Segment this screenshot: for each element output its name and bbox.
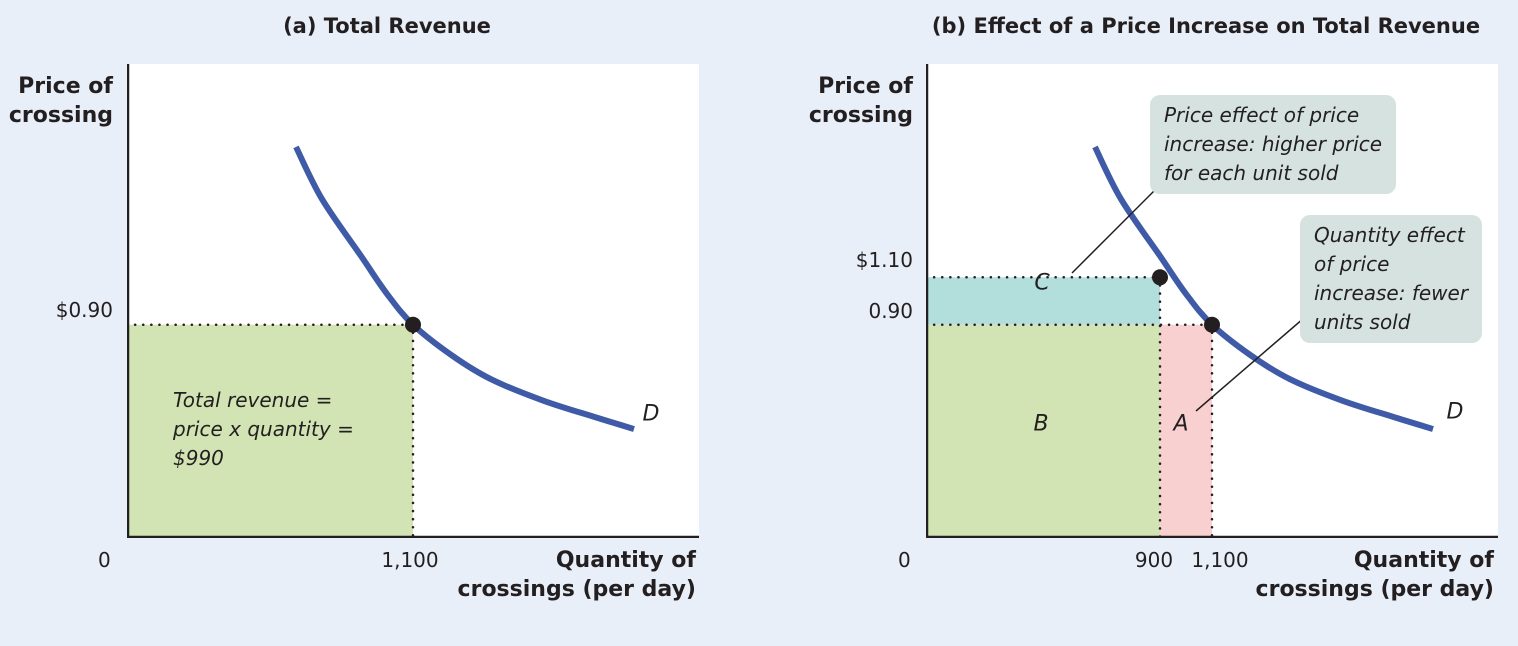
panel-b-demand-label: D (1446, 399, 1464, 425)
panel-a-y-tick-label: $0.90 (55, 298, 113, 322)
panel-b-y-tick-label-low: 0.90 (868, 299, 913, 323)
panel-a-equilibrium-point-0 (405, 316, 421, 333)
panel-b-y-tick-label-high: $1.10 (855, 248, 913, 272)
panel-a-region-total-revenue (127, 324, 413, 538)
panel-b-chart-svg (926, 64, 1498, 538)
price-effect-callout: Price effect of price increase: higher p… (1150, 95, 1397, 194)
panel-b-equilibrium-point-0 (1152, 269, 1168, 286)
price-effect-leader-line (1071, 190, 1155, 274)
panel-b-plot-area: C B A D Price effect of price increase: … (926, 64, 1498, 538)
total-revenue-annotation: Total revenue = price x quantity = $990 (173, 388, 354, 470)
panel-a-demand-label: D (642, 401, 660, 427)
panel-a-chart-svg (127, 64, 699, 538)
quantity-effect-leader-line (1195, 317, 1305, 412)
panel-b-y-axis-label: Price of crossing (808, 74, 913, 128)
region-b-label: B (1033, 411, 1049, 437)
panel-a-title: (a) Total Revenue (283, 14, 491, 38)
panel-b-origin-label: 0 (898, 548, 911, 572)
panel-a-x-axis-label: Quantity of crossings (per day) (457, 548, 696, 602)
panel-b-region-B (926, 324, 1160, 538)
region-a-label: A (1173, 411, 1189, 437)
panel-a-x-tick-label: 1,100 (381, 548, 439, 572)
panel-b-x-axis-label: Quantity of crossings (per day) (1255, 548, 1494, 602)
region-c-label: C (1034, 270, 1050, 296)
panel-b-region-C (926, 277, 1160, 325)
panel-a-demand-curve (293, 145, 635, 432)
panel-b-x-tick-label-900: 900 (1134, 548, 1174, 572)
panel-a-plot-area: Total revenue = price x quantity = $990 … (127, 64, 699, 538)
panel-a-y-axis-label: Price of crossing (8, 74, 113, 128)
panel-b-x-tick-label-1100: 1,100 (1191, 548, 1249, 572)
panel-a-origin-label: 0 (98, 548, 111, 572)
panel-b-equilibrium-point-1 (1204, 316, 1220, 333)
quantity-effect-callout: Quantity effect of price increase: fewer… (1300, 215, 1483, 343)
panel-b-demand-curve (1092, 145, 1434, 432)
panel-b-region-A (1160, 324, 1212, 538)
panel-b-title: (b) Effect of a Price Increase on Total … (931, 14, 1481, 38)
